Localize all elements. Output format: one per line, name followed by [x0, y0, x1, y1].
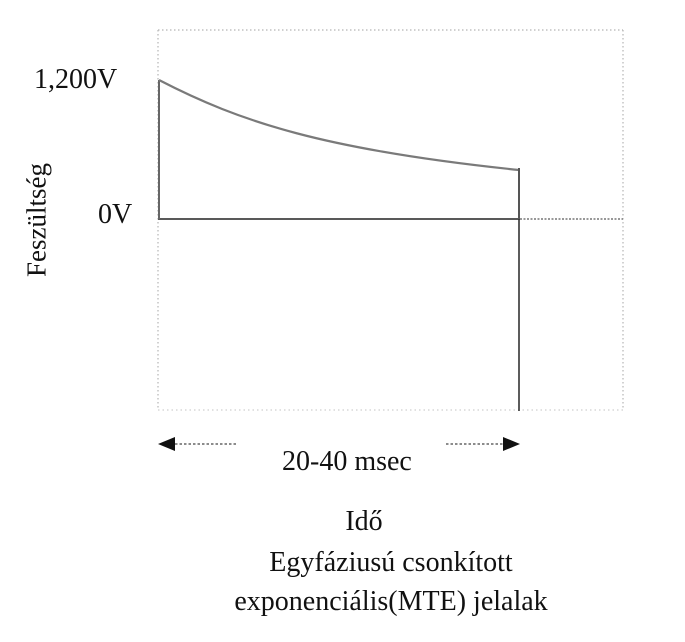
- x-axis-label: Idő: [345, 506, 383, 537]
- left-arrowhead-icon: [158, 437, 175, 451]
- right-arrowhead-icon: [503, 437, 520, 451]
- caption-line-2: exponenciális(MTE) jelalak: [234, 586, 548, 617]
- y-axis-label: Feszültség: [21, 163, 52, 277]
- caption-line-1: Egyfáziusú csonkított: [269, 547, 513, 578]
- duration-label: 20-40 msec: [282, 446, 412, 477]
- exponential-decay-curve: [158, 79, 520, 172]
- y-tick-label-0v: 0V: [98, 199, 133, 230]
- y-tick-label-1200v: 1,200V: [34, 64, 118, 95]
